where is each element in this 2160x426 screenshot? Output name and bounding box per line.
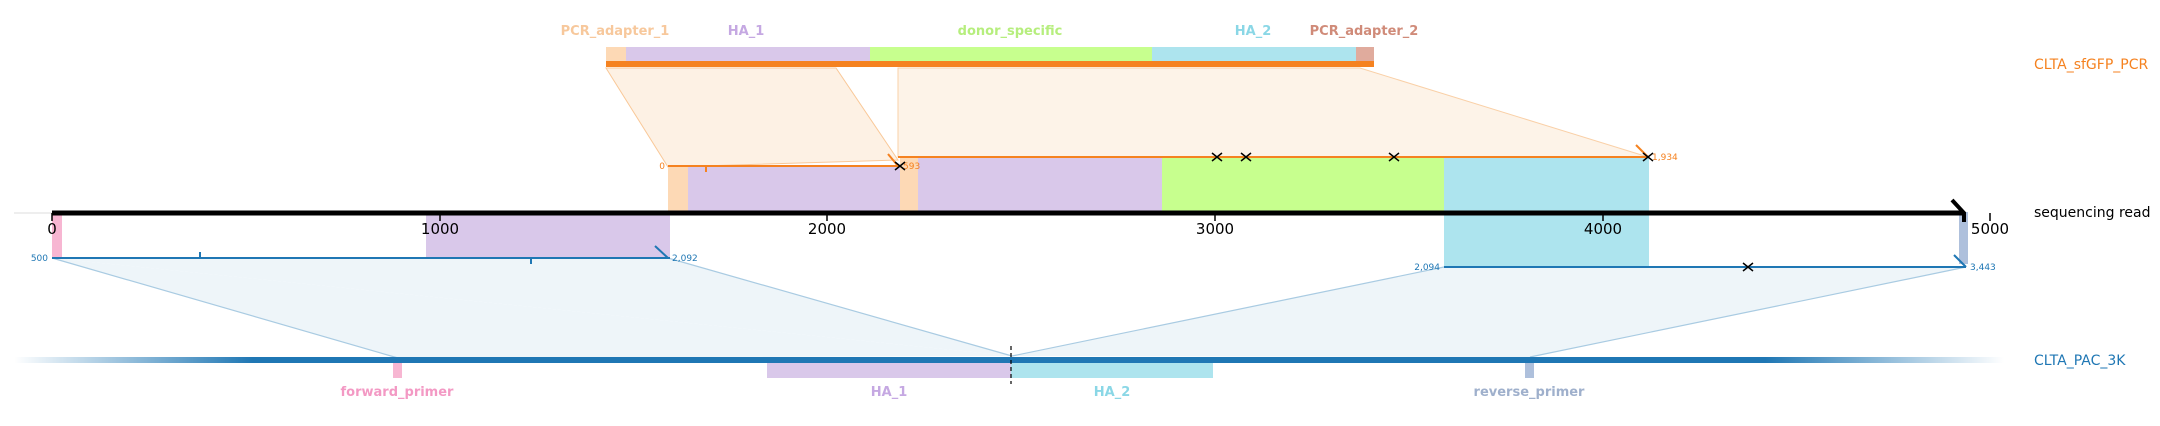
reference-feature-bar bbox=[393, 363, 1534, 378]
read-block-ha-2-donor bbox=[1444, 157, 1649, 212]
donor-label-ha-2: HA_2 bbox=[1235, 24, 1272, 39]
ref-feature-reverse-primer bbox=[1525, 363, 1534, 378]
axis-tick-label: 1000 bbox=[421, 220, 459, 238]
ref-alignment-ribbon-1b bbox=[52, 258, 1012, 358]
read-block-ha-2-ref bbox=[1444, 212, 1649, 267]
ref-align-label-start-1: 500 bbox=[31, 254, 48, 264]
ref-alignment-end-mark bbox=[1953, 254, 1967, 268]
donor-alignment-ribbon-1 bbox=[605, 67, 899, 168]
read-axis-arrowhead bbox=[1950, 198, 1966, 222]
mismatch-marker bbox=[1211, 152, 1223, 162]
read-block-ha-1-b bbox=[918, 157, 1162, 212]
donor-feature-bar bbox=[606, 47, 1374, 67]
mismatch-marker bbox=[1388, 152, 1400, 162]
read-block-ha-1-a bbox=[688, 166, 900, 212]
ref-align-label-start-2: 2,094 bbox=[1414, 263, 1440, 273]
ref-align-label-end-1: 2,092 bbox=[672, 254, 698, 264]
ref-feature-forward-primer bbox=[393, 363, 402, 378]
donor-label-pcr-adapter-1: PCR_adapter_1 bbox=[561, 24, 670, 39]
ref-label-forward-primer: forward_primer bbox=[341, 385, 455, 400]
read-block-ha-1-ref bbox=[426, 212, 670, 258]
donor-feature-ha-2 bbox=[1152, 47, 1356, 65]
ref-ribbon-edge bbox=[1011, 266, 1445, 357]
mismatch-marker bbox=[1742, 262, 1754, 272]
donor-feature-donor-specific bbox=[870, 47, 1152, 65]
read-block-donor-specific bbox=[1162, 157, 1444, 212]
donor-feature-ha-1 bbox=[626, 47, 870, 65]
donor-align-label-end-1: 593 bbox=[903, 162, 920, 172]
ref-ribbon-edge bbox=[667, 257, 1013, 357]
read-block-forward-primer bbox=[52, 212, 62, 258]
axis-tick-label: 3000 bbox=[1196, 220, 1234, 238]
axis-tick-label: 5000 bbox=[1971, 220, 2009, 238]
axis-tick-label: 4000 bbox=[1584, 220, 1622, 238]
axis-ticks bbox=[51, 213, 1991, 221]
donor-feature-pcr-adapter-1 bbox=[606, 47, 626, 65]
read-block-pcr-adapter-1 bbox=[668, 166, 688, 212]
read-block-reverse-primer bbox=[1959, 212, 1968, 264]
ref-align-label-end-2: 3,443 bbox=[1970, 263, 1996, 273]
ref-alignment-ribbon-2 bbox=[1012, 267, 1966, 357]
mismatch-marker bbox=[1642, 152, 1654, 162]
mismatch-marker bbox=[894, 161, 906, 171]
donor-read-line bbox=[606, 61, 1374, 67]
reference-read-name: CLTA_PAC_3K bbox=[2034, 353, 2126, 369]
donor-align-label-start: 0 bbox=[659, 162, 665, 172]
mismatch-marker bbox=[1240, 152, 1252, 162]
ref-label-reverse-primer: reverse_primer bbox=[1474, 385, 1586, 400]
read-block-pcr-adapter-1-b bbox=[900, 157, 918, 212]
axis-tick-label: 2000 bbox=[808, 220, 846, 238]
donor-label-ha-1: HA_1 bbox=[728, 24, 765, 39]
donor-align-label-end-2: 1,934 bbox=[1652, 153, 1678, 163]
ref-alignment-end-mark bbox=[654, 245, 669, 259]
ref-label-ha-1: HA_1 bbox=[871, 385, 908, 400]
ref-feature-ha-1 bbox=[767, 363, 1011, 378]
donor-mismatch-markers bbox=[894, 152, 1654, 171]
read-feature-blocks bbox=[52, 157, 1968, 267]
ref-feature-ha-2 bbox=[1011, 363, 1213, 378]
donor-label-pcr-adapter-2: PCR_adapter_2 bbox=[1310, 24, 1419, 39]
sequencing-read-name: sequencing read bbox=[2034, 205, 2150, 221]
ref-ribbon-edge bbox=[1529, 266, 1967, 358]
donor-label-donor-specific: donor_specific bbox=[958, 24, 1063, 39]
ref-label-ha-2: HA_2 bbox=[1094, 385, 1131, 400]
donor-read-name: CLTA_sfGFP_PCR bbox=[2034, 57, 2148, 73]
reference-read-bar bbox=[14, 357, 2004, 363]
ref-ribbon-edge bbox=[51, 257, 399, 359]
donor-alignment-ribbon-2 bbox=[897, 67, 1649, 158]
axis-tick-label: 0 bbox=[47, 220, 57, 238]
donor-feature-pcr-adapter-2 bbox=[1356, 47, 1374, 65]
